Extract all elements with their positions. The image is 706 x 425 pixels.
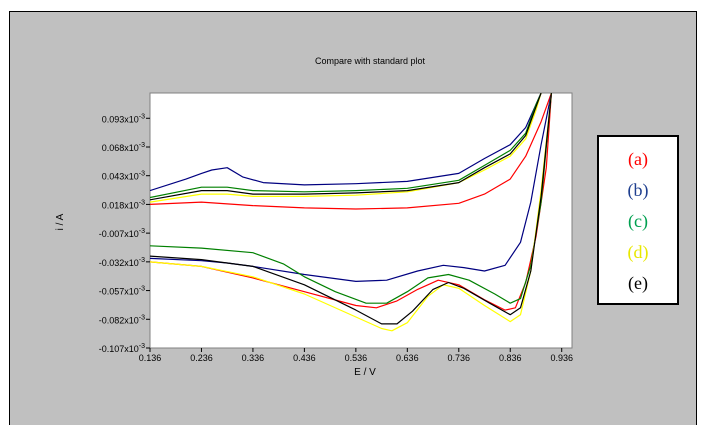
legend-item-e: (e) bbox=[628, 273, 648, 293]
x-tick-label: 0.336 bbox=[242, 353, 265, 363]
series-a-upper-line bbox=[150, 93, 552, 210]
x-tick-label: 0.736 bbox=[448, 353, 471, 363]
y-tick-label: -0.107x10-3 bbox=[99, 343, 145, 354]
series-b-upper-line bbox=[150, 93, 542, 192]
y-axis-label: i / A bbox=[55, 213, 66, 230]
series-c-upper-line bbox=[150, 93, 542, 199]
x-axis-label: E / V bbox=[354, 367, 376, 378]
legend-item-c: (c) bbox=[628, 211, 648, 231]
x-tick-label: 0.936 bbox=[550, 353, 573, 363]
axes: 0.136 0.236 0.336 0.436 0.536 0.636 0.736 0.836… bbox=[99, 113, 573, 363]
series-a-lower-line bbox=[150, 93, 552, 311]
legend-item-d: (d) bbox=[627, 242, 649, 262]
x-tick-label: 0.636 bbox=[396, 353, 419, 363]
series-d-lower-line bbox=[150, 93, 552, 332]
legend: (a) (b) (c) (d) (e) bbox=[597, 135, 679, 305]
x-tick-label: 0.536 bbox=[345, 353, 368, 363]
y-tick-label: 0.068x10-3 bbox=[102, 142, 145, 153]
series-c-lower-line bbox=[150, 93, 552, 304]
series-e-lower-line bbox=[150, 93, 552, 325]
legend-item-a: (a) bbox=[628, 149, 648, 169]
series-e-upper-line bbox=[150, 93, 542, 201]
y-tick-label: -0.082x10-3 bbox=[99, 314, 145, 325]
y-tick-label: 0.018x10-3 bbox=[102, 199, 145, 210]
legend-item-b: (b) bbox=[627, 180, 649, 200]
series-d-upper-line bbox=[150, 93, 542, 203]
x-tick-label: 0.236 bbox=[190, 353, 213, 363]
x-tick-label: 0.136 bbox=[139, 353, 162, 363]
x-tick-label: 0.836 bbox=[499, 353, 522, 363]
y-tick-label: -0.057x10-3 bbox=[99, 286, 145, 297]
y-tick-label: 0.093x10-3 bbox=[102, 113, 145, 124]
y-tick-label: 0.043x10-3 bbox=[102, 171, 145, 182]
chart-title: Compare with standard plot bbox=[315, 56, 426, 66]
x-tick-label: 0.436 bbox=[293, 353, 316, 363]
series-layer bbox=[150, 93, 552, 332]
y-tick-label: -0.032x10-3 bbox=[99, 257, 145, 268]
y-tick-label: -0.007x10-3 bbox=[99, 228, 145, 239]
